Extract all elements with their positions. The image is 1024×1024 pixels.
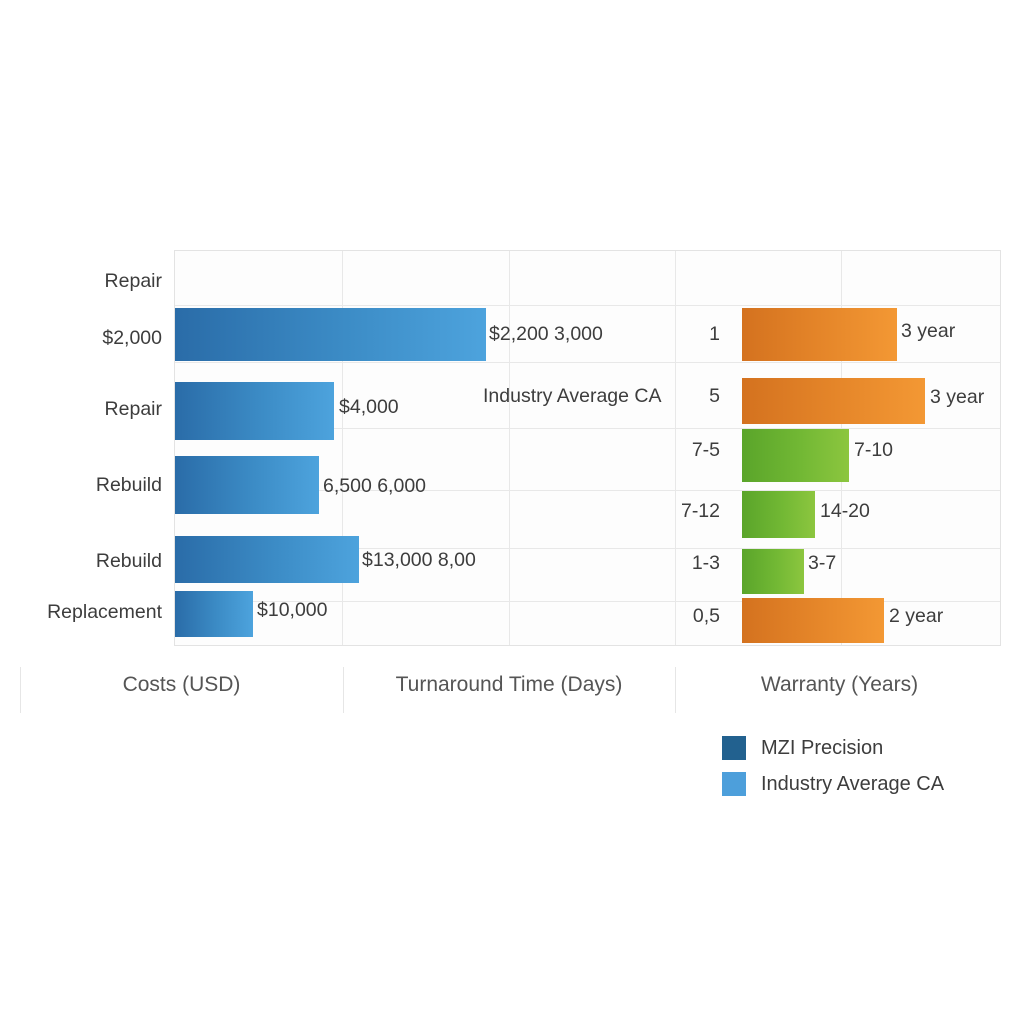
right-tick-row-1: 1 bbox=[709, 323, 720, 345]
turnaround-value-row-5: 3-7 bbox=[808, 552, 837, 574]
turnaround-bar-row-3[interactable] bbox=[742, 429, 849, 482]
legend-swatch-icon-mzi bbox=[722, 736, 746, 760]
category-label-cost-2000: $2,000 bbox=[102, 327, 162, 349]
category-label-rebuild-1: Rebuild bbox=[95, 474, 162, 496]
category-label-rebuild-2: Rebuild bbox=[95, 550, 162, 572]
grid-row-2 bbox=[175, 363, 1000, 429]
grid-row-1 bbox=[175, 306, 1000, 363]
cost-bar-row-2[interactable] bbox=[175, 382, 334, 440]
turnaround-value-row-3: 7-10 bbox=[854, 439, 894, 461]
warranty-value-row-2: 3 year bbox=[930, 386, 985, 408]
right-tick-row-5: 1-3 bbox=[691, 552, 720, 574]
axis-title-warranty: Warranty (Years) bbox=[760, 673, 919, 696]
warranty-value-row-6: 2 year bbox=[889, 605, 944, 627]
axis-title-costs: Costs (USD) bbox=[122, 673, 241, 696]
grid-row-4 bbox=[175, 491, 1000, 549]
gridline-v-2 bbox=[509, 251, 510, 645]
axis-separator-2 bbox=[675, 667, 676, 713]
warranty-bar-row-1[interactable] bbox=[742, 308, 897, 361]
grid-row-3 bbox=[175, 429, 1000, 491]
cost-value-row-5: $10,000 bbox=[257, 599, 328, 621]
cost-value-row-3: 6,500 6,000 bbox=[323, 475, 427, 497]
cost-bar-row-5[interactable] bbox=[175, 591, 253, 637]
turnaround-note-row-2: Industry Average CA bbox=[483, 385, 662, 407]
warranty-bar-row-6[interactable] bbox=[742, 598, 884, 643]
grid-row-5 bbox=[175, 549, 1000, 602]
turnaround-bar-row-5[interactable] bbox=[742, 549, 804, 594]
legend-label-industry: Industry Average CA bbox=[761, 772, 945, 795]
cost-bar-row-4[interactable] bbox=[175, 536, 359, 583]
warranty-value-row-1: 3 year bbox=[901, 320, 956, 342]
legend-item-industry-average[interactable]: Industry Average CA bbox=[722, 772, 1002, 796]
legend: MZI Precision Industry Average CA bbox=[722, 736, 1002, 808]
cost-value-row-2: $4,000 bbox=[339, 396, 399, 418]
legend-swatch-icon-industry bbox=[722, 772, 746, 796]
plot-area bbox=[174, 250, 1001, 646]
gridline-v-3 bbox=[675, 251, 676, 645]
turnaround-value-row-4: 14-20 bbox=[820, 500, 870, 522]
warranty-bar-row-2[interactable] bbox=[742, 378, 925, 424]
right-tick-row-2: 5 bbox=[709, 385, 720, 407]
cost-value-row-4: $13,000 8,00 bbox=[362, 549, 476, 571]
category-label-repair-2: Repair bbox=[104, 398, 162, 420]
cost-value-row-1: $2,200 3,000 bbox=[489, 323, 603, 345]
legend-label-mzi: MZI Precision bbox=[761, 736, 884, 759]
category-label-replacement: Replacement bbox=[47, 601, 162, 623]
right-tick-row-3: 7-5 bbox=[691, 439, 720, 461]
gridline-v-1 bbox=[342, 251, 343, 645]
axis-separator-0 bbox=[20, 667, 21, 713]
grid-row-0 bbox=[175, 251, 1000, 306]
cost-bar-row-1[interactable] bbox=[175, 308, 486, 361]
right-tick-row-6: 0,5 bbox=[692, 605, 720, 627]
category-label-repair-1: Repair bbox=[104, 270, 162, 292]
axis-separator-1 bbox=[343, 667, 344, 713]
right-tick-row-4: 7-12 bbox=[680, 500, 720, 522]
turnaround-bar-row-4[interactable] bbox=[742, 491, 815, 538]
cost-bar-row-3[interactable] bbox=[175, 456, 319, 514]
axis-title-band: Costs (USD) Turnaround Time (Days) Warra… bbox=[20, 661, 1004, 713]
legend-item-mzi-precision[interactable]: MZI Precision bbox=[722, 736, 1002, 760]
axis-title-turnaround: Turnaround Time (Days) bbox=[395, 673, 623, 696]
